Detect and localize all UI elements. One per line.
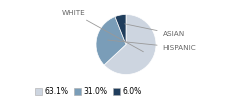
Wedge shape — [115, 14, 126, 44]
Text: ASIAN: ASIAN — [125, 24, 185, 37]
Legend: 63.1%, 31.0%, 6.0%: 63.1%, 31.0%, 6.0% — [32, 84, 145, 99]
Wedge shape — [96, 17, 126, 65]
Text: WHITE: WHITE — [62, 10, 143, 52]
Text: HISPANIC: HISPANIC — [108, 40, 196, 50]
Wedge shape — [104, 14, 156, 74]
